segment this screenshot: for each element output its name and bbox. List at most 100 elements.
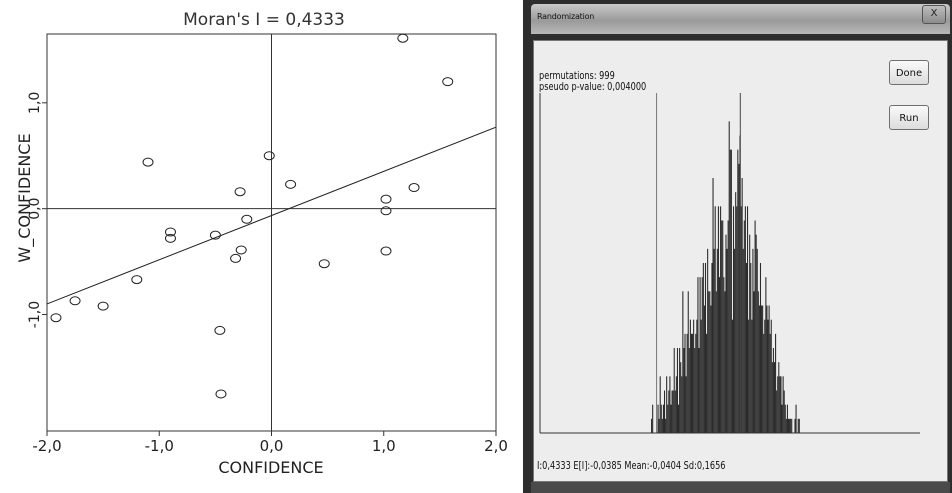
histogram-bar <box>729 149 731 433</box>
scatter-point <box>397 33 409 43</box>
histogram-bar <box>731 319 733 433</box>
histogram-bar <box>791 418 793 433</box>
histogram-bar <box>715 291 717 433</box>
histogram-bar <box>706 333 708 433</box>
histogram-bar <box>794 418 796 433</box>
histogram-bar <box>751 319 753 433</box>
histogram-bar <box>674 390 676 433</box>
scatter-point <box>214 325 226 335</box>
histogram-bar <box>684 333 686 433</box>
histogram-bar <box>732 206 735 433</box>
histogram-bar <box>773 362 776 433</box>
histogram-bar <box>712 178 714 433</box>
window-titlebar[interactable]: Randomization X <box>531 4 950 34</box>
histogram-bar <box>672 390 674 433</box>
histogram-bar <box>675 376 677 433</box>
histogram-bar <box>716 248 718 433</box>
moran-scatterplot: Moran's I = 0,4333 -2,0 -1,0 0,0 1,0 2,0 -1,… <box>15 10 508 477</box>
histogram-bar <box>789 418 791 433</box>
scatter-point <box>50 313 62 323</box>
histogram-bar <box>736 206 738 433</box>
histogram-bar <box>770 319 772 433</box>
histogram-bar <box>696 319 698 433</box>
histogram-bar <box>734 248 736 433</box>
y-tick-label: 0,0 <box>27 198 43 220</box>
pseudo-p-value-label: pseudo p-value: 0,004000 <box>539 81 647 93</box>
scatter-point <box>263 151 275 161</box>
x-axis-title: CONFIDENCE <box>218 458 323 477</box>
histogram-bar <box>748 319 750 433</box>
scatter-point <box>241 214 253 224</box>
histogram-bar <box>786 404 788 433</box>
histogram-bar <box>787 418 790 433</box>
scatter-point <box>234 187 246 197</box>
scatter-point <box>164 233 176 243</box>
histogram-bar <box>685 376 687 433</box>
histogram-bar <box>795 404 797 433</box>
scatter-point <box>380 246 392 256</box>
histogram-bar <box>665 418 667 433</box>
histogram-bar <box>670 404 672 433</box>
histogram-bar <box>725 234 727 433</box>
histogram-bar <box>769 333 771 433</box>
histogram-bar <box>781 404 783 433</box>
statistics-label: I:0,4333 E[I]:-0,0385 Mean:-0,0404 Sd:0,… <box>537 460 726 472</box>
histogram-bar <box>662 404 664 433</box>
randomization-window: permutations: 999 pseudo p-value: 0,0040… <box>533 40 948 482</box>
window-bottom-edge <box>531 482 950 493</box>
window-title: Randomization <box>537 12 595 21</box>
x-tick-label: 2,0 <box>484 437 508 455</box>
histogram-bar <box>666 376 668 433</box>
histogram-bar <box>741 178 743 433</box>
histogram-bar <box>687 291 689 433</box>
histogram-bar <box>703 305 705 433</box>
regression-line <box>46 126 497 305</box>
histogram-bar <box>738 163 740 433</box>
histogram-bar <box>730 149 732 433</box>
histogram-bar <box>777 376 779 433</box>
randomization-window-backdrop: Randomization X permutations: 999 pseudo… <box>523 0 952 493</box>
histogram-bar <box>743 220 745 433</box>
histogram-bar <box>694 348 696 433</box>
scatter-point <box>69 296 81 306</box>
histogram-bar <box>753 291 755 433</box>
histogram-bar <box>775 333 777 433</box>
scatter-point <box>285 179 297 189</box>
y-tick-label: 1,0 <box>27 92 43 114</box>
histogram-bar <box>652 404 654 433</box>
histogram-bar <box>782 376 784 433</box>
scatter-point <box>97 301 109 311</box>
histogram-bar <box>778 362 780 433</box>
run-button[interactable]: Run <box>889 105 929 130</box>
x-tick-label: 1,0 <box>372 437 396 455</box>
histogram-bar <box>765 277 767 433</box>
scatter-point <box>215 389 227 399</box>
histogram-bar <box>722 220 724 433</box>
histogram-bar <box>699 277 701 433</box>
done-button[interactable]: Done <box>889 60 929 85</box>
permutations-label: permutations: 999 <box>539 70 615 82</box>
histogram-bar <box>679 348 681 433</box>
histogram-bar <box>678 404 680 433</box>
histogram-bar <box>657 404 659 433</box>
histogram-bar <box>737 149 739 433</box>
histogram-bar <box>780 376 782 433</box>
histogram-bar <box>750 263 752 433</box>
histogram-bar <box>698 348 700 433</box>
histogram-bar <box>686 333 688 433</box>
scatter-title: Moran's I = 0,4333 <box>183 10 345 30</box>
scatter-point <box>209 230 221 240</box>
histogram-bar <box>744 206 746 433</box>
histogram-bar <box>797 418 799 433</box>
histogram-bar <box>660 404 662 433</box>
histogram-bar <box>735 192 737 433</box>
y-axis-title: W_CONFIDENCE <box>15 133 35 262</box>
x-tick-label: -1,0 <box>145 437 174 455</box>
histogram-bar <box>701 277 703 433</box>
close-button[interactable]: X <box>922 5 946 24</box>
histogram-bar <box>721 220 723 433</box>
histogram-bar <box>714 206 716 433</box>
histogram-bar <box>702 263 704 433</box>
histogram-bar <box>747 206 749 433</box>
histogram-bar <box>745 263 748 433</box>
